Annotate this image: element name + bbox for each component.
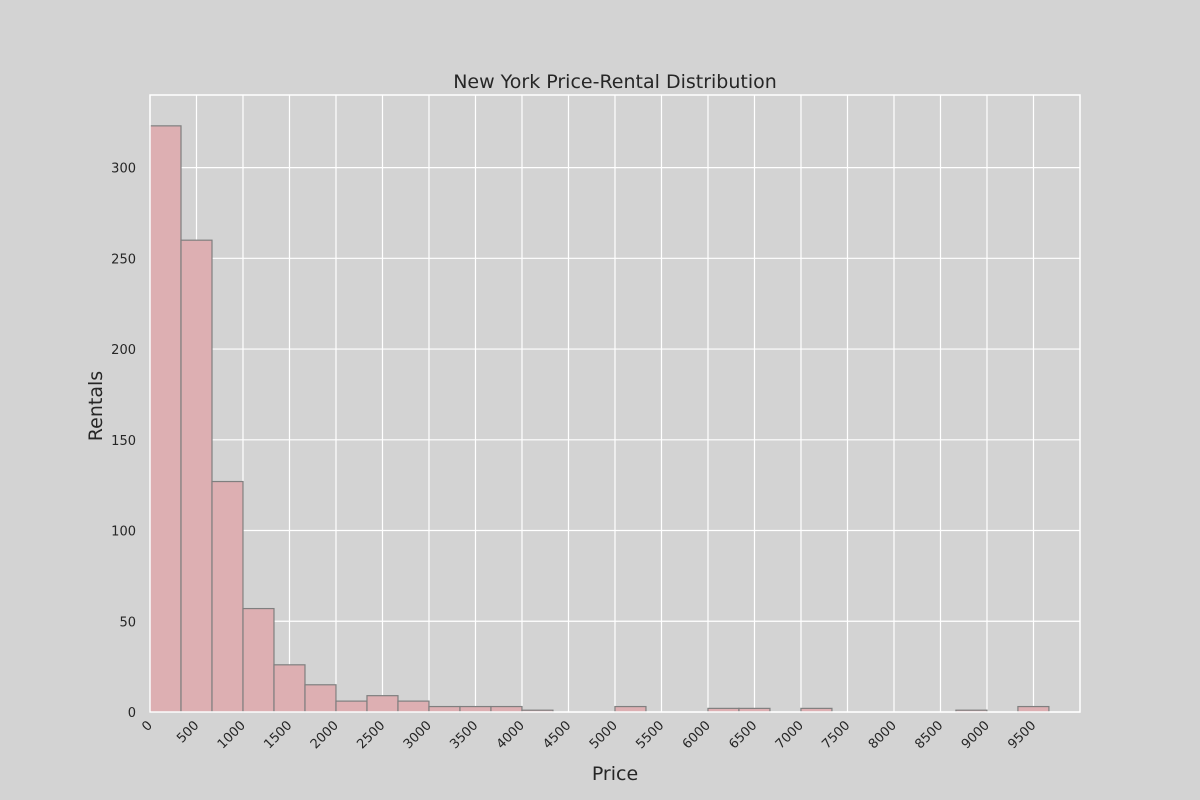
y-tick-label: 300 [111,162,136,177]
histogram-bar [242,607,275,713]
histogram-bar [366,695,399,713]
histogram-bar [1017,705,1050,713]
x-tick-label: 7500 [819,718,853,752]
y-axis-label: Rentals [85,371,107,441]
x-tick-label: 6000 [680,718,714,752]
y-tick-labels: 0 50 100 150 200 250 300 [111,162,136,721]
x-tick-label: 2500 [354,718,388,752]
histogram-bar [490,705,523,713]
x-tick-label: 6500 [726,718,760,752]
histogram-bar [273,664,306,713]
histogram-bar [304,684,337,713]
x-tick-label: 0 [139,718,155,734]
x-tick-labels: 0 500 1000 1500 2000 2500 3000 3500 4000 4500 5000… [139,718,1039,752]
x-tick-label: 4000 [494,718,528,752]
histogram-bar [397,700,430,713]
histogram-bar [428,705,461,713]
grid-lines [149,95,1080,713]
plot-frame [149,94,1081,713]
histogram-bar [149,125,182,713]
histogram-bar [211,480,244,713]
y-tick-label: 100 [111,525,136,540]
histogram-bar [459,705,492,713]
x-tick-label: 4500 [540,718,574,752]
y-tick-label: 50 [119,615,136,630]
y-tick-label: 150 [111,434,136,449]
histogram-bar [180,239,213,713]
x-tick-label: 8500 [912,718,946,752]
x-tick-label: 7000 [773,718,807,752]
histogram-bar [335,700,368,713]
y-tick-label: 250 [111,252,136,267]
x-tick-label: 3500 [447,718,481,752]
y-tick-label: 200 [111,343,136,358]
x-tick-label: 5000 [587,718,621,752]
histogram-bar [614,705,647,713]
x-axis-label: Price [592,763,638,785]
chart-title: New York Price-Rental Distribution [453,71,777,93]
x-tick-label: 3000 [401,718,435,752]
x-tick-label: 1000 [215,718,249,752]
x-tick-label: 8000 [866,718,900,752]
x-tick-label: 1500 [261,718,295,752]
histogram-bars [149,125,1050,713]
x-tick-label: 9000 [959,718,993,752]
x-tick-label: 5500 [633,718,667,752]
x-tick-label: 500 [174,718,202,746]
x-tick-label: 2000 [308,718,342,752]
x-tick-label: 9500 [1005,718,1039,752]
y-tick-label: 0 [128,706,136,721]
